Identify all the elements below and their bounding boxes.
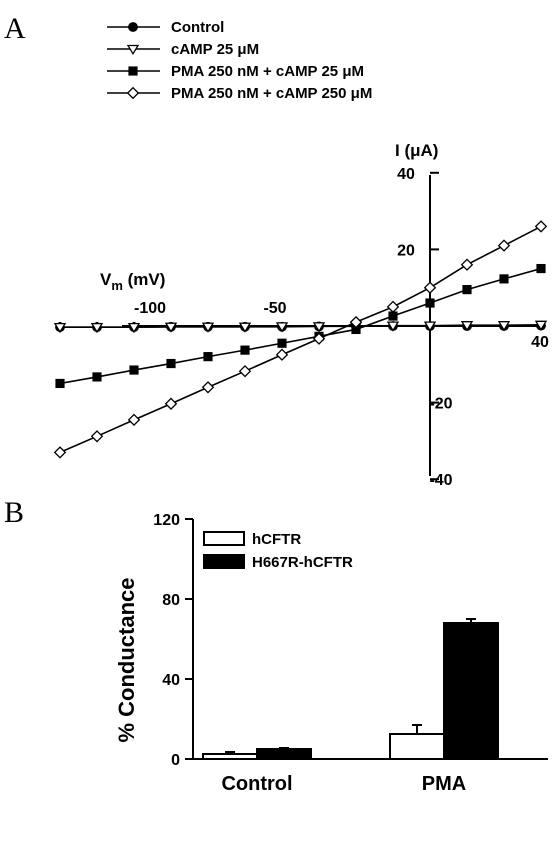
data-point-2-1 — [92, 372, 102, 382]
data-point-3-9 — [386, 300, 400, 314]
bar-0-0 — [202, 753, 258, 760]
y-axis-title-mu: μ — [410, 141, 420, 160]
legend-a: Control cAMP 25 μM PMA 250 nM + cAMP 25 μM… — [107, 19, 372, 102]
series-line-1 — [60, 324, 542, 328]
legend-label-b-1: H667R-hCFTR — [252, 554, 353, 571]
y-axis-title-a: I (μA) — [395, 141, 438, 160]
legend-swatch-b-1 — [203, 554, 245, 569]
y-tick-label: -40 — [429, 472, 452, 489]
data-point-3-13 — [534, 220, 548, 233]
x-axis-title-unit: (mV) — [123, 270, 166, 289]
data-point-2-9 — [388, 311, 398, 321]
data-point-2-10 — [425, 298, 435, 308]
data-point-1-2 — [127, 322, 141, 334]
x-axis-title-sub: m — [111, 278, 123, 293]
x-axis-title-a: Vm (mV) — [100, 270, 165, 293]
legend-label-b-0: hCFTR — [252, 531, 301, 548]
legend-label-2: PMA 250 nM + cAMP 25 μM — [171, 63, 364, 80]
series-line-3 — [59, 225, 542, 454]
data-point-1-5 — [238, 322, 252, 333]
data-point-3-6 — [275, 348, 289, 361]
data-point-1-13 — [534, 320, 548, 331]
data-point-1-1 — [90, 322, 104, 334]
data-point-1-11 — [460, 321, 474, 332]
legend-marker-2 — [128, 66, 138, 76]
legend-marker-0 — [128, 22, 138, 32]
y-tick-label: 20 — [397, 242, 415, 259]
legend-label-3: PMA 250 nM + cAMP 250 μM — [171, 85, 372, 102]
data-point-3-4 — [201, 381, 215, 394]
data-point-1-3 — [164, 322, 178, 333]
y-tick-label-b: 0 — [171, 752, 180, 769]
y-axis-title-b: % Conductance — [114, 577, 139, 742]
data-point-2-5 — [240, 345, 250, 355]
data-point-1-4 — [201, 322, 215, 333]
y-tick-label: -20 — [429, 396, 452, 413]
series-line-2 — [59, 267, 542, 385]
data-point-3-7 — [312, 332, 326, 345]
data-point-3-0 — [53, 446, 67, 459]
legend-label-0: Control — [171, 19, 224, 36]
data-point-2-12 — [499, 274, 509, 284]
data-point-2-6 — [277, 338, 287, 348]
category-label: PMA — [422, 773, 466, 795]
data-point-1-6 — [275, 322, 289, 333]
bar-0-1 — [256, 748, 312, 760]
legend-marker-1 — [126, 44, 140, 56]
legend-swatch-b-0 — [203, 531, 245, 546]
data-point-2-4 — [203, 352, 213, 362]
y-tick-label-b: 40 — [162, 672, 180, 689]
data-point-1-9 — [386, 321, 400, 332]
data-point-1-12 — [497, 321, 511, 332]
bar-1-1 — [443, 622, 499, 760]
data-point-3-5 — [238, 364, 252, 378]
x-axis-title-main: V — [100, 270, 112, 289]
data-point-1-10 — [423, 321, 437, 332]
data-point-3-8 — [349, 315, 363, 329]
data-point-1-7 — [312, 322, 326, 333]
iv-plot: -100 -50 40 40 20 -20 -40 — [53, 166, 549, 489]
data-point-2-2 — [129, 365, 139, 375]
data-point-3-1 — [90, 430, 104, 443]
category-label: Control — [221, 773, 292, 795]
y-axis-title-suffix: A) — [421, 141, 439, 160]
x-tick-label: -50 — [263, 300, 286, 317]
y-tick-label: 40 — [397, 166, 415, 183]
data-point-3-3 — [164, 397, 178, 410]
x-tick-label: 40 — [531, 334, 549, 351]
panel-label-a: A — [4, 12, 26, 45]
y-axis-title-prefix: I ( — [395, 141, 410, 160]
data-point-2-13 — [536, 263, 546, 274]
data-point-3-11 — [460, 258, 474, 271]
data-point-3-12 — [497, 239, 511, 252]
legend-label-1: cAMP 25 μM — [171, 41, 259, 58]
data-point-2-11 — [462, 285, 472, 295]
legend-marker-3 — [126, 86, 140, 100]
x-tick-label: -100 — [134, 300, 166, 317]
bar-1-0 — [389, 733, 445, 760]
conductance-bar-chart: 0 40 80 120 Control PMA hCFTR H667R-hCFTR — [153, 512, 548, 795]
data-point-1-0 — [53, 322, 67, 334]
y-tick-label-b: 120 — [153, 512, 180, 529]
data-point-2-0 — [55, 378, 65, 389]
data-point-2-3 — [166, 358, 176, 369]
data-point-3-10 — [423, 281, 437, 294]
y-tick-label-b: 80 — [162, 592, 180, 609]
data-point-3-2 — [127, 413, 141, 427]
panel-label-b: B — [4, 496, 24, 529]
